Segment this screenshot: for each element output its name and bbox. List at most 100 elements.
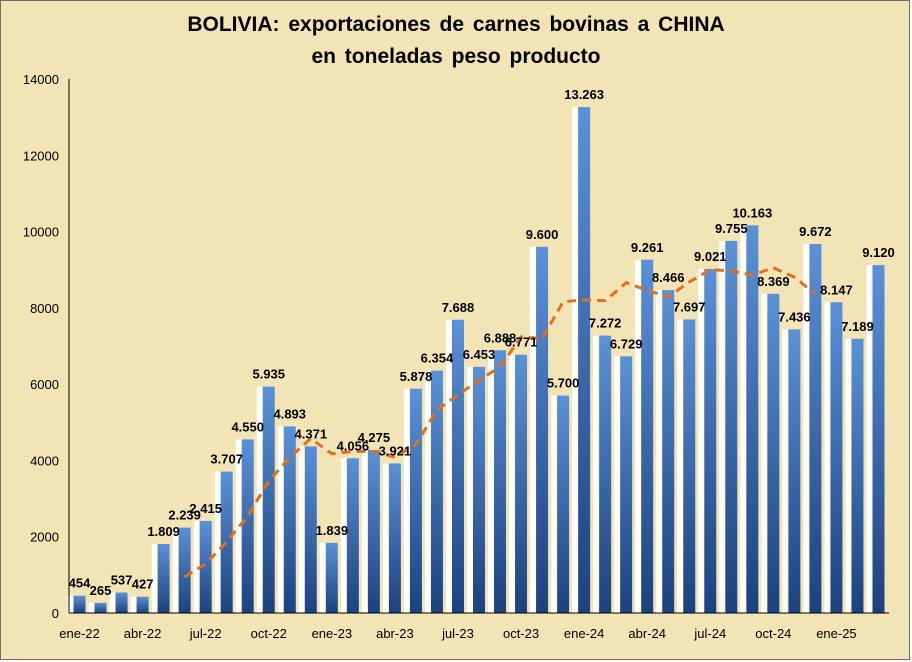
bar (872, 265, 885, 613)
bar-highlight (824, 302, 831, 613)
data-label: 7.436 (778, 309, 811, 324)
bar (788, 329, 801, 613)
bar-highlight (782, 329, 789, 613)
y-tick-label: 2000 (30, 530, 59, 545)
bar-highlight (677, 319, 684, 613)
bar (515, 354, 528, 613)
bar (409, 388, 422, 613)
bar-highlight (67, 595, 74, 613)
bar-highlight (424, 370, 431, 613)
data-label: 6.354 (421, 351, 454, 366)
bar-highlight (172, 527, 179, 613)
data-label: 4.275 (358, 430, 391, 445)
bar (851, 338, 864, 613)
bar (304, 446, 317, 613)
bar-highlight (130, 596, 137, 613)
data-label: 9.021 (694, 249, 727, 264)
bar-highlight (593, 335, 600, 613)
bar-series (67, 107, 885, 614)
y-tick-label: 10000 (23, 225, 59, 240)
bar (430, 370, 443, 613)
x-tick-label: ene-24 (564, 626, 604, 641)
data-label: 1.839 (316, 523, 349, 538)
bar (641, 259, 654, 613)
bar-highlight (845, 338, 852, 613)
bar (578, 107, 591, 614)
bar (115, 592, 128, 613)
bar (473, 366, 485, 613)
data-label: 9.261 (631, 240, 664, 255)
bar-highlight (614, 356, 621, 613)
bar (283, 426, 296, 613)
data-label: 7.697 (673, 299, 706, 314)
data-label: 9.755 (715, 221, 748, 236)
bar-highlight (340, 458, 347, 613)
data-label: 8.466 (652, 270, 685, 285)
bar (536, 246, 549, 614)
bar-highlight (445, 319, 452, 613)
bar-highlight (761, 293, 768, 613)
bar (809, 244, 822, 614)
x-tick-label: oct-23 (503, 626, 539, 641)
data-label: 454 (69, 576, 91, 591)
bar (157, 543, 170, 613)
x-tick-label: oct-22 (251, 626, 287, 641)
bar (94, 602, 107, 613)
bar (367, 449, 380, 613)
y-tick-label: 0 (52, 606, 59, 621)
x-tick-label: jul-23 (441, 626, 474, 641)
bar-highlight (298, 446, 305, 613)
bar-highlight (256, 386, 263, 613)
data-label: 9.120 (862, 245, 895, 260)
bar (599, 335, 612, 613)
x-tick-label: abr-24 (628, 626, 666, 641)
trend-line (183, 266, 817, 579)
bar-highlight (656, 290, 663, 613)
data-label: 9.600 (526, 227, 559, 242)
y-tick-label: 12000 (23, 148, 59, 163)
data-label: 3.707 (210, 452, 243, 467)
data-label: 4.893 (273, 406, 306, 421)
bar-highlight (193, 520, 200, 613)
bar-highlight (109, 592, 116, 613)
bar-highlight (635, 259, 642, 613)
data-label: 13.263 (564, 87, 604, 102)
bar (241, 439, 254, 613)
y-tick-label: 8000 (30, 301, 59, 316)
x-tick-label: ene-25 (816, 626, 856, 641)
x-tick-label: abr-23 (376, 626, 414, 641)
bar (346, 458, 359, 613)
data-label: 1.809 (147, 524, 180, 539)
bar-highlight (214, 471, 221, 613)
bar (683, 319, 696, 613)
data-label: 8.369 (757, 274, 790, 289)
bar-highlight (509, 354, 516, 613)
bar-highlight (277, 426, 284, 613)
y-tick-label: 6000 (30, 377, 59, 392)
bar (557, 395, 570, 613)
bar-highlight (740, 225, 747, 614)
bar (830, 302, 843, 613)
data-label: 5.878 (400, 369, 433, 384)
data-label: 7.688 (442, 300, 475, 315)
bar-highlight (572, 107, 579, 614)
data-label: 2.239 (168, 508, 201, 523)
data-label: 8.147 (820, 282, 853, 297)
data-label: 4.371 (295, 426, 328, 441)
bar-highlight (530, 246, 537, 614)
bar-highlight (488, 350, 495, 613)
bar (136, 596, 149, 613)
bar-highlight (719, 240, 726, 613)
bar-highlight (403, 388, 410, 613)
data-label: 5.935 (252, 367, 285, 382)
data-label: 537 (111, 573, 133, 588)
bar (199, 520, 212, 613)
bar-highlight (361, 449, 368, 613)
bar-highlight (467, 366, 473, 613)
data-label: 6.453 (463, 347, 496, 362)
data-label: 427 (132, 577, 154, 592)
y-axis: 0 2000 4000 6000 8000 10000 12000 14000 (23, 72, 70, 621)
data-label: 7.189 (841, 319, 874, 334)
